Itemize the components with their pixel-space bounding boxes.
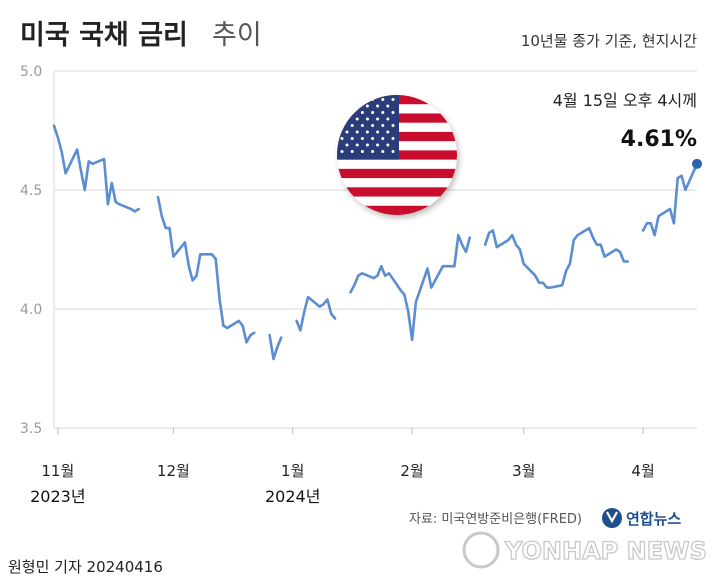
- chart-title-suffix: 추이: [212, 20, 262, 51]
- x-tick-label: 11월: [41, 462, 74, 480]
- latest-value-point: [692, 158, 702, 169]
- x-tick-label: 3월: [512, 462, 535, 480]
- reporter-credit: 원형민 기자 20240416: [8, 558, 163, 576]
- x-year-label: 2024년: [265, 487, 320, 506]
- yonhap-watermark: YONHAP NEWS: [462, 531, 708, 569]
- series-segment: [641, 162, 699, 237]
- series-segment: [52, 124, 140, 213]
- x-tick-label: 2월: [400, 462, 423, 480]
- yonhap-brand-kr: 연합뉴스: [626, 510, 681, 528]
- annotation-value: 4.61%: [621, 127, 697, 152]
- watermark-icon: [462, 531, 500, 569]
- series-segment: [349, 233, 472, 342]
- y-axis-ticks: 5.0 4.5 4.0 3.5: [20, 64, 42, 437]
- series-segment: [295, 295, 337, 332]
- yonhap-logo-icon: [602, 508, 622, 528]
- series-segment: [156, 195, 256, 344]
- y-tick-label: 4.0: [20, 302, 42, 318]
- us-flag-icon: [337, 95, 457, 215]
- y-tick-label: 5.0: [20, 64, 42, 80]
- chart-title: 미국 국채 금리: [20, 20, 188, 51]
- x-tick-label: 1월: [281, 462, 304, 480]
- yonhap-logo: 연합뉴스: [602, 508, 681, 528]
- y-tick-label: 4.5: [20, 183, 42, 199]
- annotation-date: 4월 15일 오후 4시께: [553, 91, 697, 110]
- x-year-label: 2023년: [30, 487, 85, 506]
- chart-subtitle: 10년물 종가 기준, 현지시간: [521, 32, 697, 50]
- watermark-text: YONHAP NEWS: [504, 537, 707, 565]
- grid: [54, 70, 697, 429]
- source-note: 자료: 미국연방준비은행(FRED): [409, 511, 582, 527]
- series-segment: [483, 226, 630, 289]
- y-tick-label: 3.5: [20, 421, 42, 437]
- x-tick-label: 4월: [631, 462, 654, 480]
- series-line: [52, 124, 702, 361]
- series-segment: [268, 333, 283, 361]
- x-axis-ticks: 11월 2023년 12월 1월 2024년 2월 3월 4월: [30, 71, 655, 506]
- x-tick-label: 12월: [157, 462, 190, 480]
